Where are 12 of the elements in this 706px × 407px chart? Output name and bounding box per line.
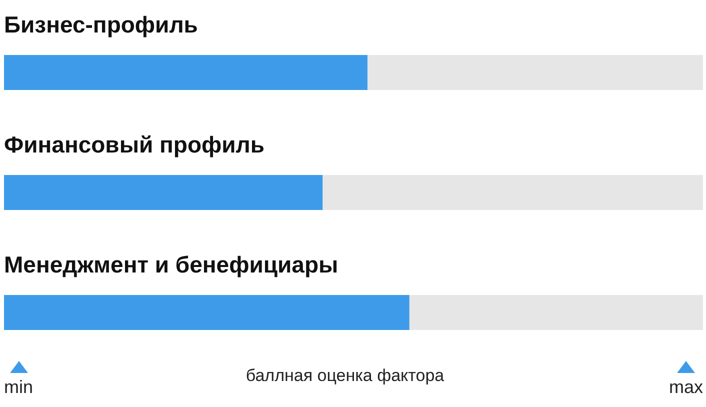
text: min: [4, 377, 34, 397]
bar: [367, 55, 703, 90]
bar: [4, 175, 323, 210]
bar: [409, 295, 703, 330]
bar: [4, 55, 368, 90]
y-tick-label: Менеджмент и бенефициары: [4, 252, 338, 278]
y-tick-label: Бизнес-профиль: [4, 12, 198, 38]
bar: [322, 175, 703, 210]
y-tick-label: Финансовый профиль: [4, 132, 265, 158]
bar: [4, 295, 410, 330]
x-axis-title: баллная оценка фактора: [246, 366, 445, 385]
text: max: [668, 377, 703, 397]
